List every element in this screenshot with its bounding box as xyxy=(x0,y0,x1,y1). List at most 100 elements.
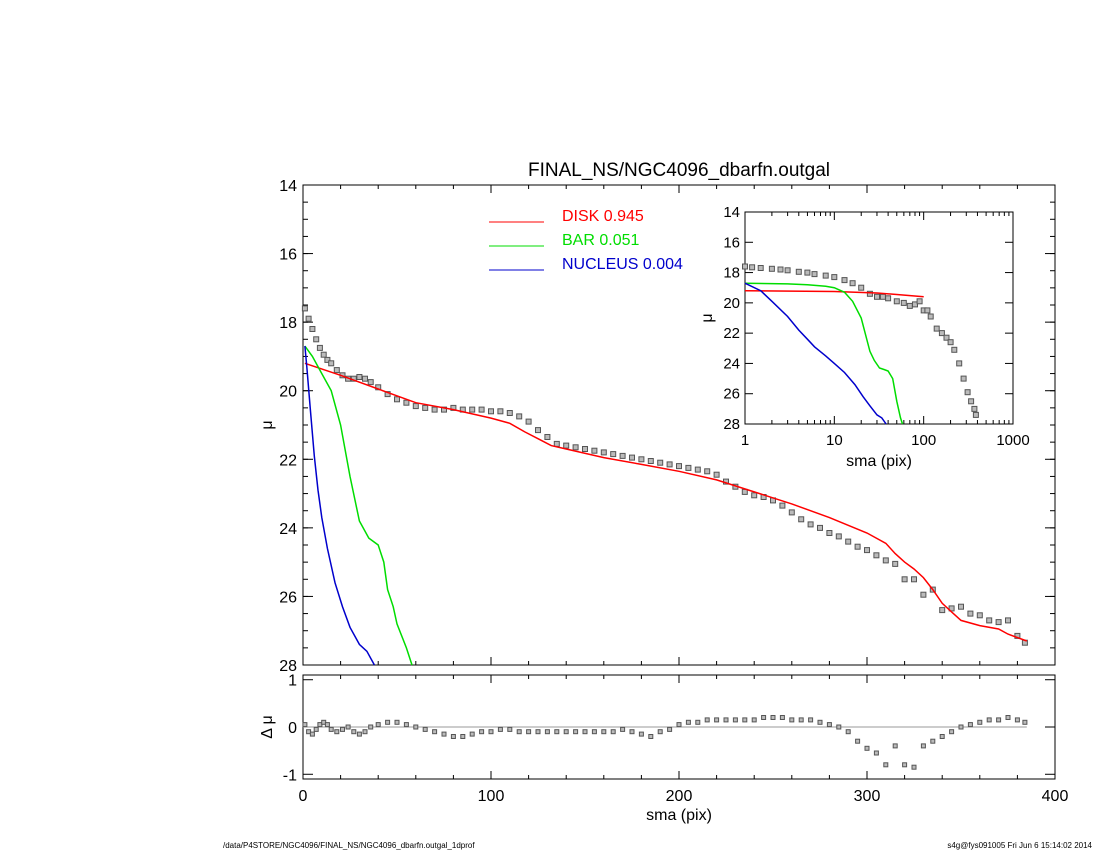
residual-data-point xyxy=(911,764,917,770)
legend-label-disk: DISK 0.945 xyxy=(562,208,644,225)
residual-data-point xyxy=(892,743,898,749)
inset-data-point xyxy=(938,330,945,337)
main-data-point xyxy=(986,617,993,624)
inset-data-point xyxy=(777,266,784,273)
residual-data-point xyxy=(324,722,330,728)
inset-data-point xyxy=(831,274,838,281)
main-data-point xyxy=(873,552,880,559)
residual-x-tick-label: 100 xyxy=(478,788,505,805)
residual-data-point xyxy=(601,729,607,735)
residual-data-point xyxy=(986,717,992,723)
legend-label-bar: BAR 0.051 xyxy=(562,232,639,249)
main-disk-line xyxy=(304,362,1028,642)
main-data-point xyxy=(324,356,331,363)
main-data-point xyxy=(939,607,946,614)
residual-data-point xyxy=(657,729,663,735)
main-data-point xyxy=(920,591,927,598)
residual-data-point xyxy=(356,731,362,737)
main-y-tick-label: 28 xyxy=(279,658,297,675)
main-data-point xyxy=(817,524,823,531)
inset-y-tick-label: 28 xyxy=(723,416,740,433)
residual-data-point xyxy=(432,729,438,735)
main-data-point xyxy=(788,509,795,516)
main-data-point xyxy=(422,404,429,411)
residual-data-point xyxy=(695,719,701,725)
main-data-point xyxy=(305,315,312,322)
main-data-point xyxy=(316,344,323,351)
residual-x-tick-label: 0 xyxy=(299,788,308,805)
inset-x-tick-label: 100 xyxy=(911,432,936,449)
inset-data-point xyxy=(822,272,829,279)
inset-data-point xyxy=(811,271,818,278)
inset-nucleus-line xyxy=(744,282,887,425)
residual-data-point xyxy=(351,729,357,735)
main-profile-panel: FINAL_NS/NGC4096_dbarfn.outgal 14 16 18 20 2… xyxy=(259,160,1056,675)
inset-y-tick-label: 18 xyxy=(723,265,740,282)
residual-x-axis-label: sma (pix) xyxy=(646,807,712,824)
residual-data-point xyxy=(902,762,908,768)
residual-data-point xyxy=(770,715,776,720)
main-data-point xyxy=(835,533,842,540)
main-data-point xyxy=(572,444,579,451)
main-y-tick-label: 14 xyxy=(279,178,297,195)
residual-data-point xyxy=(573,729,579,735)
inset-data-point xyxy=(968,398,975,405)
residual-data-point xyxy=(507,726,513,732)
inset-data-point xyxy=(912,301,918,308)
main-data-point xyxy=(619,452,626,459)
main-data-point xyxy=(356,374,363,380)
residual-data-point xyxy=(836,724,842,730)
residual-data-point xyxy=(742,717,748,723)
residual-data-point xyxy=(1022,719,1028,725)
main-data-point xyxy=(1005,617,1011,624)
inset-y-tick-label: 16 xyxy=(723,234,740,251)
inset-y-tick-label: 26 xyxy=(723,386,740,403)
residual-data-point xyxy=(920,743,926,749)
inset-data-point xyxy=(874,293,880,300)
inset-y-axis-label: μ xyxy=(699,313,716,322)
inset-data-point xyxy=(924,307,931,314)
inset-data-point xyxy=(768,265,775,272)
main-y-tick-label: 20 xyxy=(279,384,297,401)
main-data-point xyxy=(694,466,701,473)
residual-data-point xyxy=(808,717,814,723)
residual-data-point xyxy=(798,717,804,723)
residual-data-point xyxy=(582,729,588,735)
main-data-point xyxy=(362,375,368,382)
residual-data-point xyxy=(732,717,738,723)
residual-data-point xyxy=(1014,717,1020,723)
main-data-point xyxy=(367,379,374,386)
residual-data-point xyxy=(450,734,456,739)
inset-data-point xyxy=(749,264,756,271)
residual-data-point xyxy=(1005,715,1011,720)
inset-y-tick-label: 22 xyxy=(723,325,740,342)
main-data-point xyxy=(995,619,1002,626)
inset-data-point xyxy=(972,411,979,418)
inset-data-point xyxy=(858,284,865,291)
residual-data-point xyxy=(385,719,391,725)
residual-data-point xyxy=(845,729,851,735)
inset-x-tick-label: 1000 xyxy=(996,432,1029,449)
inset-data-point xyxy=(960,375,967,382)
residual-data-point xyxy=(313,726,319,732)
footer-timestamp: s4g@fys091005 Fri Jun 6 15:14:02 2014 xyxy=(947,841,1092,850)
residual-data-point xyxy=(855,738,861,744)
main-data-point xyxy=(826,530,833,536)
main-data-point xyxy=(685,464,692,471)
residual-series-group xyxy=(302,715,1028,770)
inset-axes: 1 10 100 1000 14 16 18 20 22 24 26 28 xyxy=(723,204,1029,449)
main-data-point xyxy=(892,560,899,567)
residual-data-point xyxy=(958,724,964,730)
residual-y-tick-label: -1 xyxy=(283,767,297,784)
main-y-tick-label: 22 xyxy=(279,452,297,469)
residual-x-tick-label: 200 xyxy=(666,788,693,805)
main-data-point xyxy=(582,446,588,452)
main-data-point xyxy=(976,612,983,619)
main-data-point xyxy=(967,610,974,617)
inset-data-point xyxy=(784,267,791,274)
inset-x-axis-label: sma (pix) xyxy=(846,453,912,470)
residual-data-point xyxy=(751,717,757,723)
inset-data-point xyxy=(757,265,764,271)
residual-data-point xyxy=(554,729,560,735)
